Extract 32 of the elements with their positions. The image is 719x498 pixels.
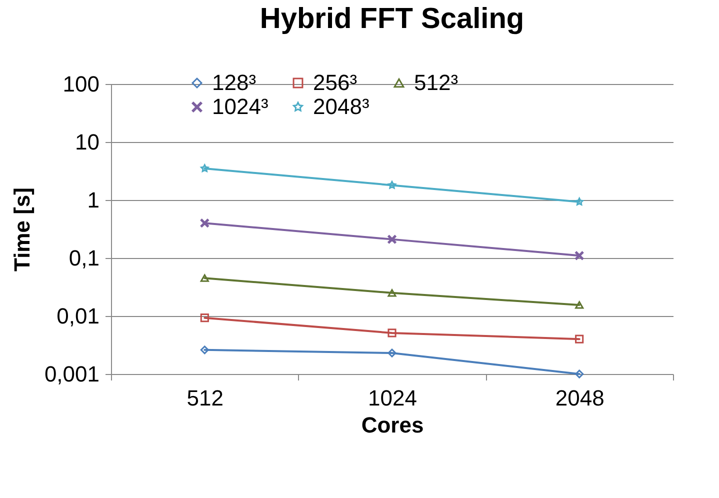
y-tick-label: 0,1 (68, 246, 100, 270)
y-tick-label: 0,01 (56, 304, 100, 328)
y-tick-label: 0,001 (44, 362, 100, 386)
point (388, 235, 396, 244)
point (200, 274, 209, 282)
y-tick-label: 10 (75, 130, 100, 154)
legend-label: 512³ (414, 70, 458, 95)
x-axis-title: Cores (361, 412, 424, 438)
legend-label: 128³ (212, 70, 256, 95)
point (575, 301, 584, 309)
y-tick-label: 100 (62, 72, 100, 96)
point (388, 348, 396, 358)
y-tick-label: 1 (87, 188, 100, 212)
point (200, 314, 209, 322)
legend-label: 1024³ (212, 94, 268, 119)
legend-label: 256³ (313, 70, 358, 95)
point (575, 251, 584, 260)
x-tick-label: 512 (186, 386, 224, 410)
point (200, 218, 209, 228)
point (388, 328, 396, 338)
point (200, 164, 209, 172)
legend-label: 2048³ (313, 94, 370, 119)
point (575, 370, 584, 378)
point (575, 334, 584, 344)
chart-title: Hybrid FFT Scaling (260, 3, 524, 35)
point (388, 289, 396, 297)
point (575, 198, 584, 206)
x-tick-label: 1024 (368, 386, 417, 410)
point (200, 346, 209, 354)
x-tick-label: 2048 (555, 386, 604, 410)
y-axis-title: Time [s] (9, 188, 34, 272)
point (388, 180, 396, 189)
